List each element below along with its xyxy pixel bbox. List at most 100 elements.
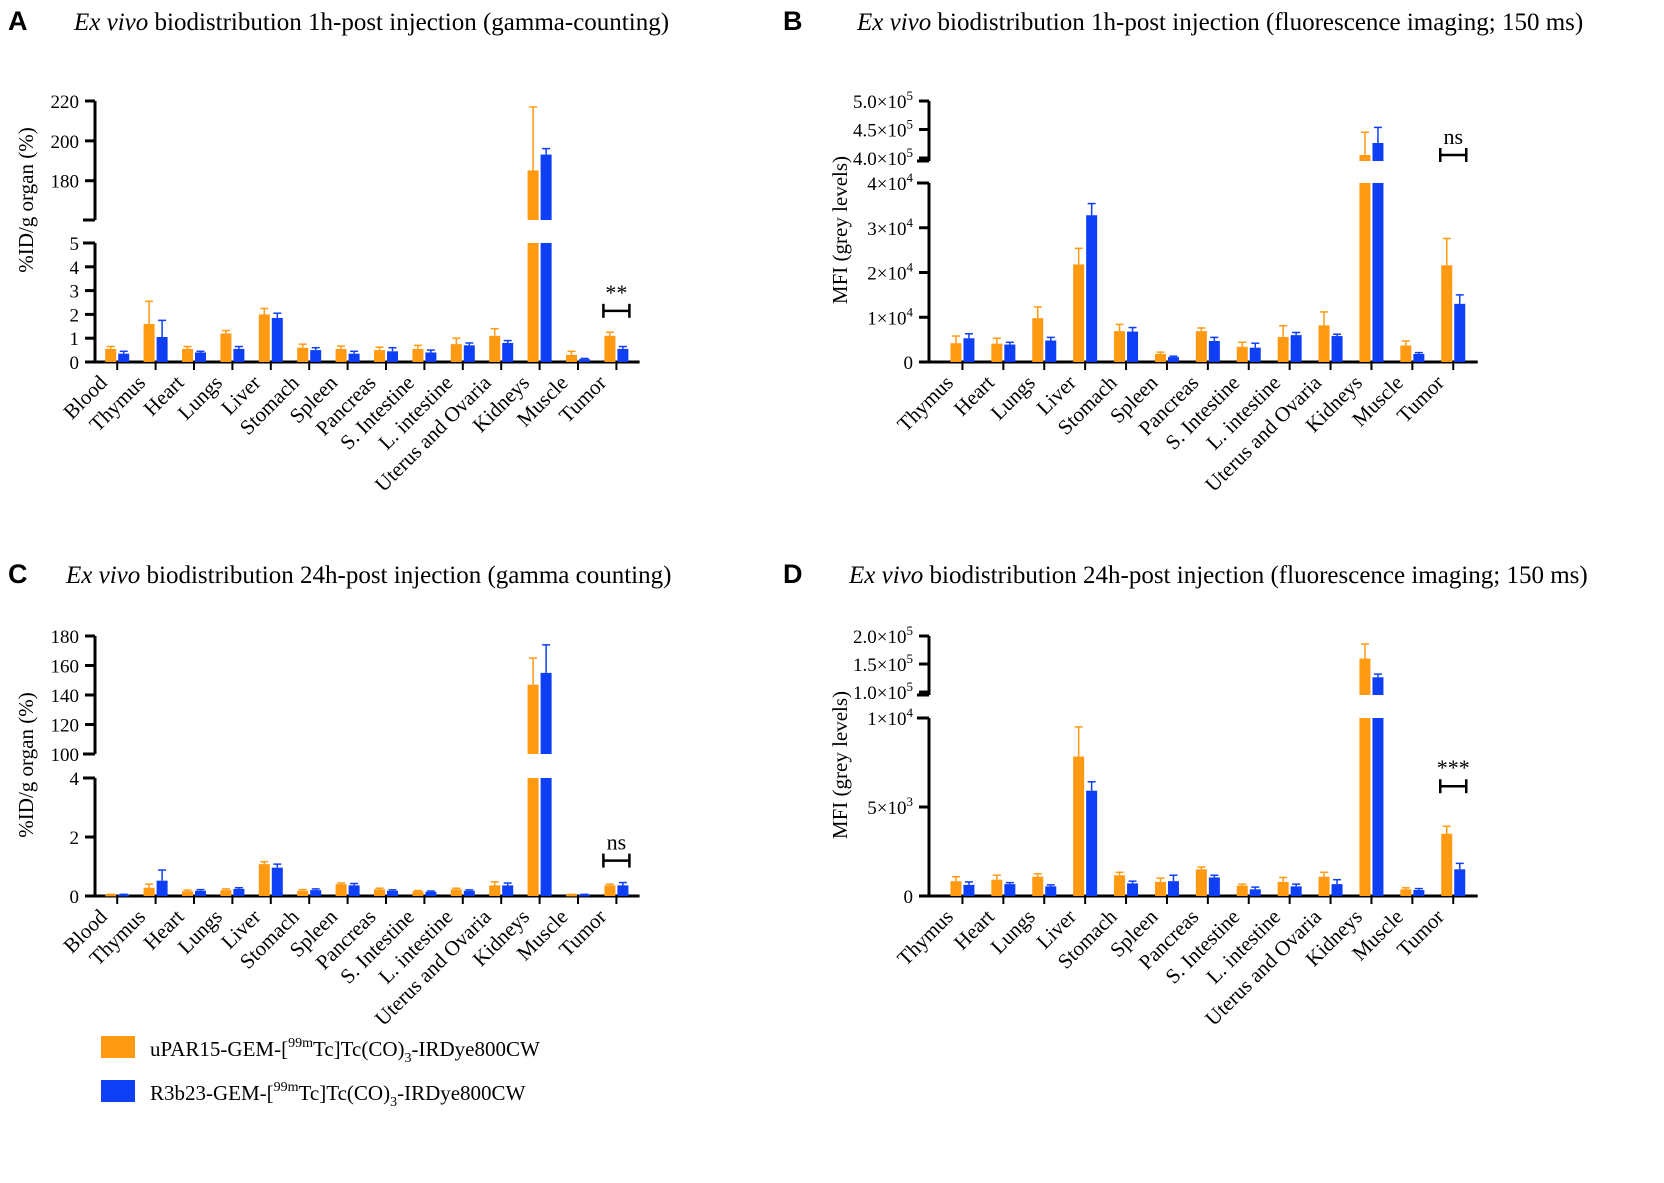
panel-c-bar-upar15-uterus-and-ovaria [489, 885, 501, 896]
panel-d-bar-r3b23-lungs [1045, 886, 1057, 896]
panel-d-bar-upar15-muscle [1400, 889, 1412, 896]
panel-c-y-tick-label: 160 [51, 657, 80, 678]
panel-a-y-tick-label: 200 [51, 132, 80, 153]
panel-c-y-axis-title: %ID/g organ (%) [14, 692, 38, 837]
title-text: biodistribution 1h-post injection (gamma… [148, 9, 669, 36]
panel-c-bar-upar15-liver [258, 864, 270, 896]
legend-subscript: 3 [405, 1051, 412, 1066]
panel-a-bar-upar15-stomach [297, 347, 309, 362]
legend-text: uPAR15-GEM-[ [150, 1037, 288, 1061]
panel-c-bar-r3b23-uterus-and-ovaria [502, 885, 514, 896]
panel-a-y-tick-label: 1 [70, 329, 80, 350]
panel-c-bar-r3b23-pancreas [387, 890, 398, 896]
title-text: biodistribution 24h-post injection (fluo… [923, 562, 1587, 589]
panel-b-y-tick-label: 5.0×105 [853, 88, 913, 113]
tick-exponent: 4 [907, 705, 914, 720]
panel-d-bar-r3b23-l-intestine [1290, 886, 1302, 896]
panel-c-bar-r3b23-heart [195, 890, 206, 896]
tick-base: 5×10 [867, 798, 906, 819]
panel-c-bar-upar15-kidneys [527, 778, 539, 896]
panel-b-bar-r3b23-lungs [1045, 340, 1057, 362]
panel-d-title: Ex vivo biodistribution 24h-post injecti… [848, 562, 1588, 589]
tick-exponent: 4 [907, 304, 914, 319]
panel-b-bar-upar15-thymus [950, 343, 962, 362]
panel-a-bar-upar15-l-intestine [450, 344, 462, 362]
tick-base: 1.0×10 [853, 683, 906, 704]
panel-a-bar-upar15-kidneys [527, 243, 539, 362]
panel-d-bar-r3b23-heart [1004, 884, 1016, 896]
panel-b-y-axis-title: MFI (grey levels) [828, 156, 852, 304]
panel-c-bar-upar15-stomach [297, 890, 309, 896]
panel-d-bar-r3b23-muscle [1413, 890, 1425, 896]
panel-d-bar-upar15-s-intestine [1236, 885, 1248, 896]
panel-b-y-tick-label: 4.5×105 [853, 117, 913, 142]
tick-base: 3×10 [867, 219, 906, 240]
title-italic: Ex vivo [848, 562, 923, 589]
panel-a-bar-r3b23-liver [271, 317, 283, 362]
title-italic: Ex vivo [73, 9, 148, 36]
panel-a-y-tick-label: 180 [51, 172, 80, 193]
tick-base: 0 [904, 887, 914, 908]
legend-superscript: 99m [274, 1080, 299, 1095]
panel-b-bar-r3b23-thymus [963, 338, 975, 362]
panel-d-y-tick-label: 1.0×105 [853, 679, 913, 704]
panel-c-y-tick-label: 4 [70, 769, 80, 790]
panel-b-y-tick-label: 4.0×105 [853, 145, 913, 170]
panel-b-bar-upar15-l-intestine [1277, 336, 1289, 362]
panel-b-bar-upar15-kidneys [1359, 183, 1371, 362]
panel-c-bar-upar15-l-intestine [450, 889, 462, 896]
panel-b-title: Ex vivo biodistribution 1h-post injectio… [856, 9, 1583, 36]
panel-c-bar-r3b23-kidneys [540, 778, 552, 896]
panel-c-bar-r3b23-blood [118, 894, 130, 897]
title-italic: Ex vivo [856, 9, 931, 36]
panel-d-bar-upar15-kidneys [1359, 718, 1371, 896]
panel-a-bar-r3b23-heart [195, 352, 206, 362]
panel-a-bar-upar15-muscle [566, 354, 577, 362]
legend-superscript: 99m [288, 1036, 313, 1051]
panel-a-bar-r3b23-thymus [156, 337, 168, 362]
panel-a-bar-r3b23-spleen [348, 353, 360, 362]
panel-d-bar-upar15-thymus [950, 881, 962, 896]
panel-d-bar-upar15-uterus-and-ovaria [1318, 876, 1330, 896]
panel-b-bar-r3b23-kidneys [1372, 183, 1384, 362]
panel-b-y-tick-label: 4×104 [867, 170, 913, 195]
panel-a-bar-r3b23-pancreas [387, 351, 398, 362]
tick-base: 4.0×10 [853, 149, 906, 170]
panel-d-bar-r3b23-uterus-and-ovaria [1331, 884, 1343, 896]
tick-base: 4.5×10 [853, 121, 906, 142]
legend-label-upar15-gem: uPAR15-GEM-[99mTc]Tc(CO)3-IRDye800CW [150, 1036, 540, 1066]
panel-d-y-tick-label: 2.0×105 [853, 623, 913, 648]
panel-d-bar-r3b23-kidneys [1372, 718, 1384, 896]
legend-text: Tc]Tc(CO) [299, 1081, 391, 1105]
panel-a-bar-upar15-uterus-and-ovaria [489, 335, 501, 362]
panel-b-bar-upar15-liver [1073, 264, 1085, 362]
panel-b-y-tick-label: 3×104 [867, 215, 913, 240]
panel-d-chart: D Ex vivo biodistribution 24h-post inject… [783, 559, 1588, 1030]
panel-b-bar-r3b23-liver [1086, 215, 1098, 362]
tick-base: 1.5×10 [853, 655, 906, 676]
panel-d-bar-upar15-l-intestine [1277, 881, 1289, 896]
panel-b-category-label-tumor: Tumor [1392, 371, 1449, 428]
panel-b-bar-upar15-pancreas [1195, 331, 1207, 362]
panel-a-y-tick-label: 4 [70, 258, 80, 279]
panel-c-title: Ex vivo biodistribution 24h-post injecti… [65, 562, 671, 589]
panel-a-y-tick-label: 5 [70, 234, 80, 255]
panel-c-category-label-lungs: Lungs [173, 905, 227, 959]
panel-b-bar-upar15-muscle [1400, 345, 1412, 362]
panel-c-bar-r3b23-liver [271, 867, 283, 896]
panel-d-bar-upar15-stomach [1114, 875, 1126, 896]
panel-a-bar-r3b23-stomach [310, 350, 322, 362]
title-text: biodistribution 24h-post injection (gamm… [140, 562, 671, 589]
panel-b-bar-upar15-heart [991, 343, 1003, 362]
tick-base: 4×10 [867, 174, 906, 195]
panel-d-bar-upar15-kidneys-upper [1359, 658, 1371, 695]
panel-c-bar-r3b23-muscle [579, 894, 590, 897]
panel-a-bar-upar15-blood [105, 348, 117, 362]
tick-exponent: 5 [907, 117, 914, 132]
panel-d-bar-upar15-heart [991, 879, 1003, 896]
panel-a-title: Ex vivo biodistribution 1h-post injectio… [73, 9, 669, 36]
tick-exponent: 4 [907, 170, 914, 185]
panel-c-y-tick-label: 2 [70, 828, 80, 849]
panel-c-bar-upar15-blood [105, 894, 117, 897]
panel-c-bar-r3b23-stomach [310, 890, 322, 896]
